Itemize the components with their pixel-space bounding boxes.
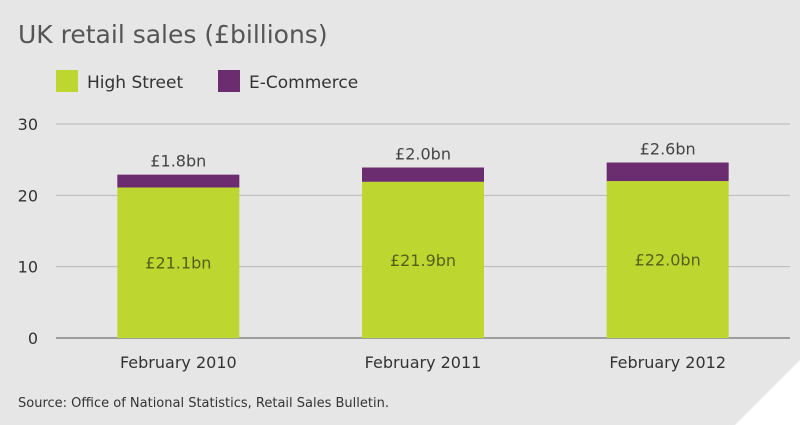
data-label-e-commerce: £1.8bn	[150, 152, 206, 171]
y-tick-label: 20	[18, 186, 38, 205]
source-note: Source: Office of National Statistics, R…	[18, 396, 389, 411]
data-label-high-street: £21.1bn	[145, 254, 211, 273]
data-labels: £21.1bn £1.8bn £21.9bn £2.0bn £22.0bn £2.6bn	[145, 140, 700, 273]
data-label-e-commerce: £2.6bn	[640, 140, 696, 159]
y-tick-label: 0	[28, 329, 38, 348]
y-tick-label: 30	[18, 115, 38, 134]
bar-e-commerce-0	[117, 174, 240, 188]
y-axis-ticks: 0 10 20 30	[18, 115, 38, 348]
corner-fold	[735, 360, 800, 425]
x-category-label: February 2011	[365, 353, 482, 372]
y-tick-label: 10	[18, 258, 38, 277]
data-label-high-street: £21.9bn	[390, 251, 456, 270]
x-category-label: February 2010	[120, 353, 237, 372]
bar-e-commerce-2	[606, 162, 729, 182]
legend-label-high-street: High Street	[87, 73, 183, 93]
legend: High Street E-Commerce	[56, 70, 358, 93]
bar-high-street-1	[362, 181, 484, 338]
bar-high-street-2	[606, 181, 729, 338]
bar-high-street-0	[117, 187, 240, 338]
chart-title: UK retail sales (£billions)	[18, 20, 328, 49]
legend-swatch-high-street	[56, 70, 78, 92]
data-label-e-commerce: £2.0bn	[395, 145, 451, 164]
legend-label-e-commerce: E-Commerce	[249, 73, 358, 93]
bars	[117, 162, 729, 338]
bar-e-commerce-1	[362, 167, 484, 182]
x-category-label: February 2012	[609, 353, 726, 372]
data-label-high-street: £22.0bn	[635, 251, 701, 270]
legend-swatch-e-commerce	[218, 70, 240, 92]
x-axis-labels: February 2010 February 2011 February 2012	[120, 353, 726, 372]
